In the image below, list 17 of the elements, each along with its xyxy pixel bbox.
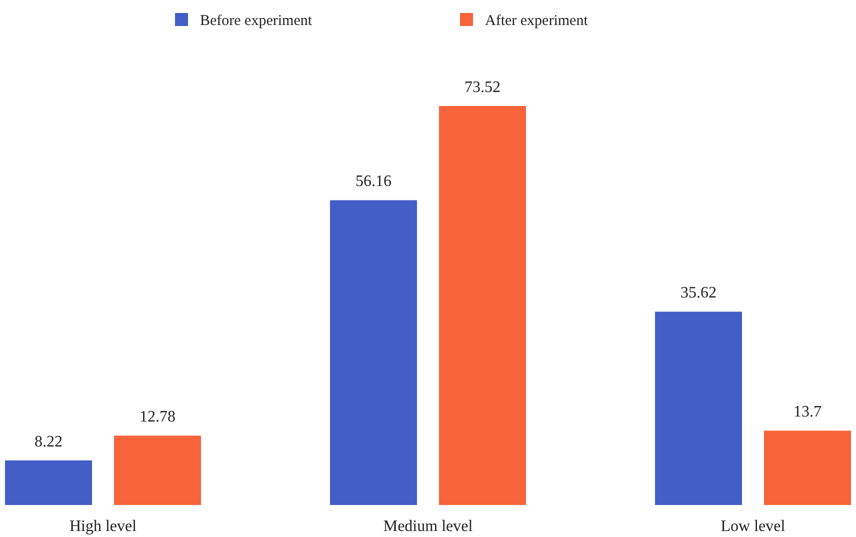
legend-label: Before experiment <box>200 13 313 29</box>
legend-label: After experiment <box>485 13 589 29</box>
bar <box>5 460 92 505</box>
data-label: 12.78 <box>140 408 176 426</box>
data-label: 73.52 <box>464 79 500 96</box>
x-tick-label: Low level <box>720 518 786 535</box>
bar <box>439 106 526 505</box>
bar <box>655 312 742 505</box>
bar <box>764 430 851 505</box>
x-tick-label: Medium level <box>383 518 474 535</box>
data-label: 13.7 <box>794 404 822 421</box>
data-label: 35.62 <box>680 284 716 302</box>
bar <box>330 200 417 505</box>
data-label: 56.16 <box>356 173 392 190</box>
data-label: 8.22 <box>34 433 62 450</box>
x-tick-label: High level <box>69 518 138 535</box>
bar <box>114 436 201 505</box>
